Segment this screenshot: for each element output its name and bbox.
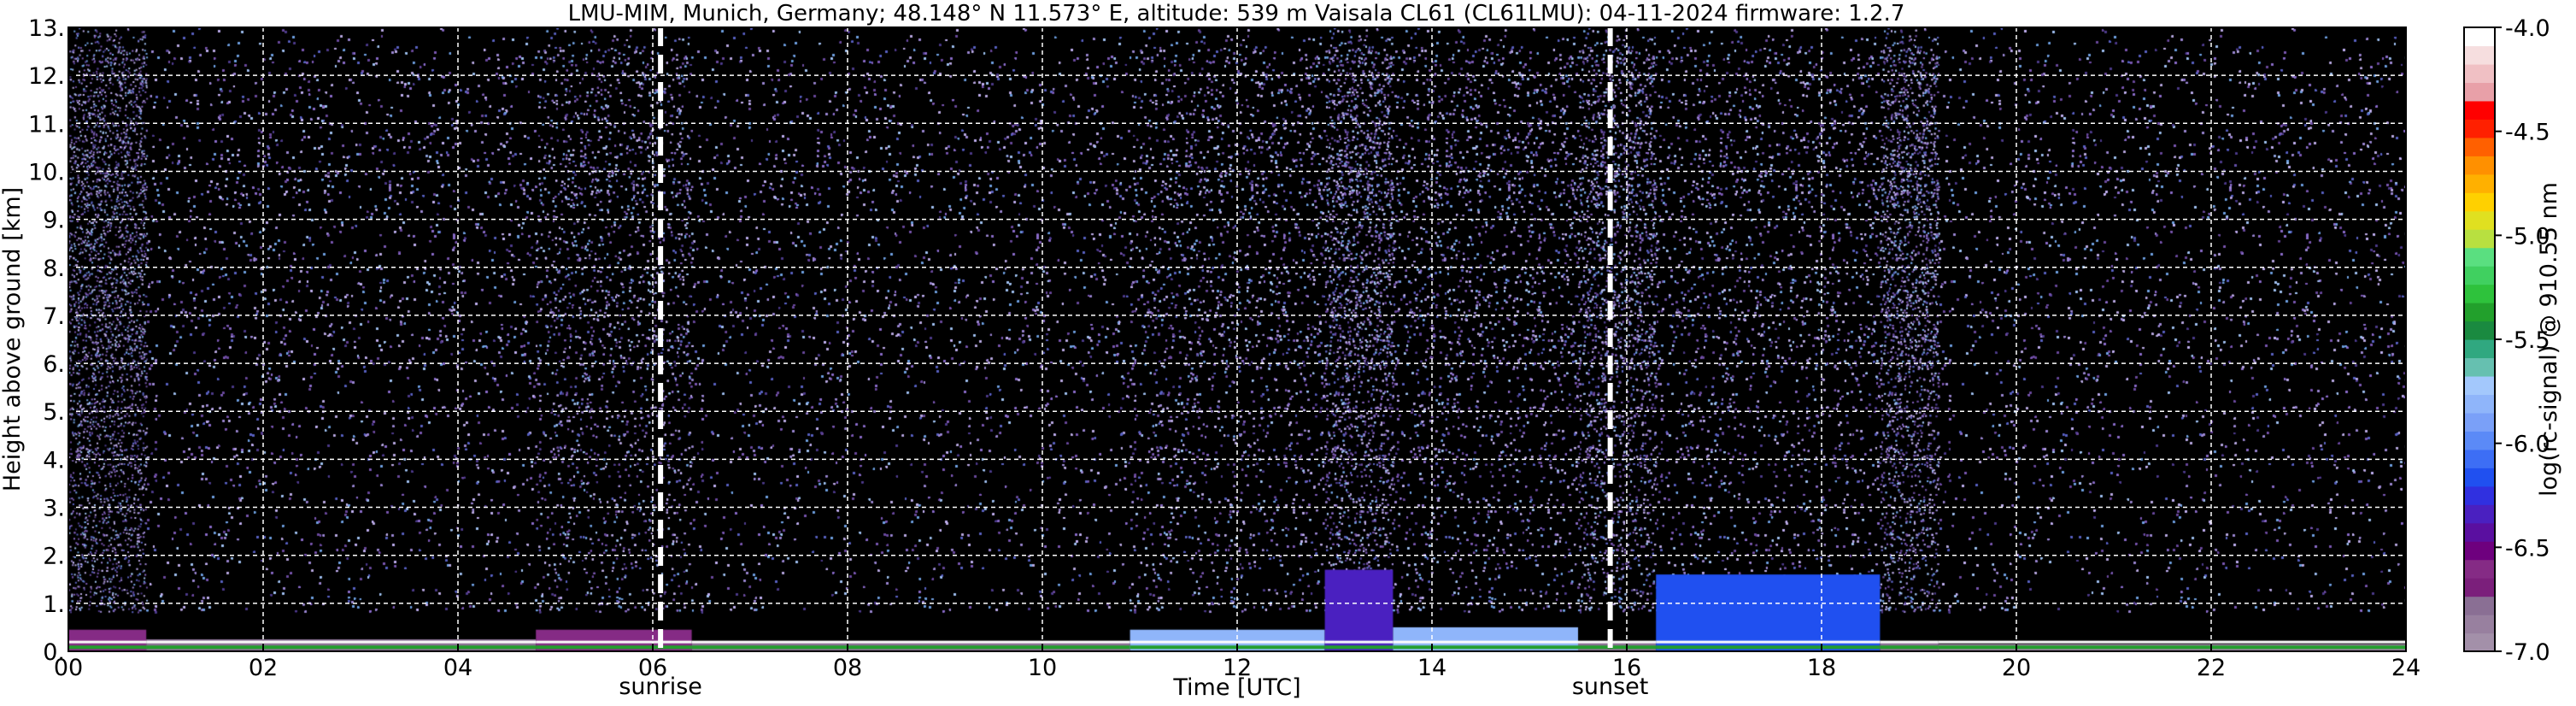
- colorbar-swatch: [2464, 578, 2495, 597]
- colorbar-swatch: [2464, 632, 2495, 652]
- colorbar-swatch: [2464, 303, 2495, 322]
- colorbar-swatch: [2464, 504, 2495, 524]
- x-tick-label: 18: [1807, 655, 1836, 681]
- y-tick-label: 3.: [43, 496, 65, 522]
- colorbar-swatch: [2464, 321, 2495, 340]
- colorbar-tick-label: -5.0: [2505, 223, 2550, 250]
- x-tick-label: 02: [249, 655, 278, 681]
- y-tick-label: 11.: [28, 111, 65, 138]
- colorbar-swatch: [2464, 119, 2495, 138]
- y-tick-label: 6.: [43, 351, 65, 378]
- y-tick-label: 4.: [43, 447, 65, 474]
- chart-title: LMU-MIM, Munich, Germany; 48.148° N 11.5…: [568, 1, 1905, 26]
- y-tick-label: 7.: [43, 303, 65, 330]
- colorbar-swatch: [2464, 431, 2495, 450]
- colorbar-swatch: [2464, 559, 2495, 579]
- colorbar-tick-label: -4.0: [2505, 15, 2550, 42]
- event-lines: [658, 27, 1613, 651]
- y-tick-label: 8.: [43, 256, 65, 282]
- x-tick-label: 00: [54, 655, 83, 681]
- y-axis-label: Height above ground [km]: [0, 187, 26, 491]
- x-tick-label: 08: [833, 655, 862, 681]
- grid-lines: [68, 27, 2406, 651]
- colorbar-swatch: [2464, 229, 2495, 249]
- colorbar-swatch: [2464, 63, 2495, 84]
- x-tick-label: 12: [1223, 655, 1252, 681]
- colorbar-swatch: [2464, 357, 2495, 377]
- sunrise-label: sunrise: [619, 674, 702, 700]
- y-tick-label: 9.: [43, 208, 65, 234]
- colorbar-tick-label: -6.0: [2505, 432, 2550, 458]
- x-tick-label: 20: [2002, 655, 2031, 681]
- x-tick-label: 10: [1028, 655, 1057, 681]
- colorbar-swatch: [2464, 468, 2495, 487]
- colorbar-swatch: [2464, 284, 2495, 303]
- y-tick-label: 10.: [28, 159, 65, 185]
- colorbar-swatch: [2464, 394, 2495, 414]
- colorbar-swatch: [2464, 45, 2495, 65]
- colorbar-swatch: [2464, 192, 2495, 212]
- colorbar: -4.0 -4.5 -5.0 -5.5 -6.0 -6.5 -7.0: [2463, 15, 2550, 666]
- colorbar-swatch: [2464, 339, 2495, 359]
- colorbar-swatch: [2464, 375, 2495, 396]
- colorbar-label: log(rc-signal) @ 910.55 nm: [2536, 182, 2562, 497]
- colorbar-swatch: [2464, 449, 2495, 468]
- x-tick-label: 06: [638, 655, 667, 681]
- colorbar-swatch: [2464, 485, 2495, 505]
- plot-area: [67, 26, 2407, 652]
- x-tick-label: 22: [2197, 655, 2226, 681]
- sunset-label: sunset: [1572, 674, 1649, 700]
- colorbar-tick-label: -7.0: [2505, 639, 2550, 666]
- x-tick-label: 04: [443, 655, 472, 681]
- x-axis-label: Time [UTC]: [1172, 674, 1300, 701]
- colorbar-swatch: [2464, 137, 2495, 156]
- colorbar-swatch: [2464, 82, 2495, 102]
- colorbar-tick-label: -5.5: [2505, 327, 2550, 354]
- colorbar-swatch: [2464, 522, 2495, 542]
- y-tick-label: 12.: [28, 63, 65, 90]
- y-tick-label: 13.: [28, 15, 65, 42]
- y-tick-label: 5.: [43, 399, 65, 426]
- x-tick-label: 24: [2391, 655, 2421, 681]
- x-tick-label: 14: [1417, 655, 1446, 681]
- y-tick-label: 2.: [43, 544, 65, 570]
- colorbar-swatch: [2464, 210, 2495, 230]
- colorbar-swatch: [2464, 266, 2495, 285]
- colorbar-swatch: [2464, 541, 2495, 561]
- colorbar-swatch: [2464, 247, 2495, 267]
- y-tick-label: 1.: [43, 591, 65, 618]
- x-tick-label: 16: [1612, 655, 1641, 681]
- colorbar-swatch: [2464, 27, 2495, 47]
- colorbar-swatch: [2464, 174, 2495, 193]
- y-tick-label: 0.: [43, 639, 65, 666]
- colorbar-swatch: [2464, 596, 2495, 615]
- colorbar-tick-label: -4.5: [2505, 120, 2550, 146]
- colorbar-swatch: [2464, 615, 2495, 634]
- colorbar-swatch: [2464, 100, 2495, 120]
- colorbar-swatch: [2464, 156, 2495, 175]
- y-axis: 0. 1. 2. 3. 4. 5. 6. 7. 8. 9. 10. 11. 12. 13.: [28, 15, 76, 666]
- colorbar-tick-label: -6.5: [2505, 535, 2550, 562]
- x-axis: 00 02 04 06 08 10 12 14 16 18 20 22 24: [54, 644, 2421, 681]
- colorbar-swatch: [2464, 412, 2495, 432]
